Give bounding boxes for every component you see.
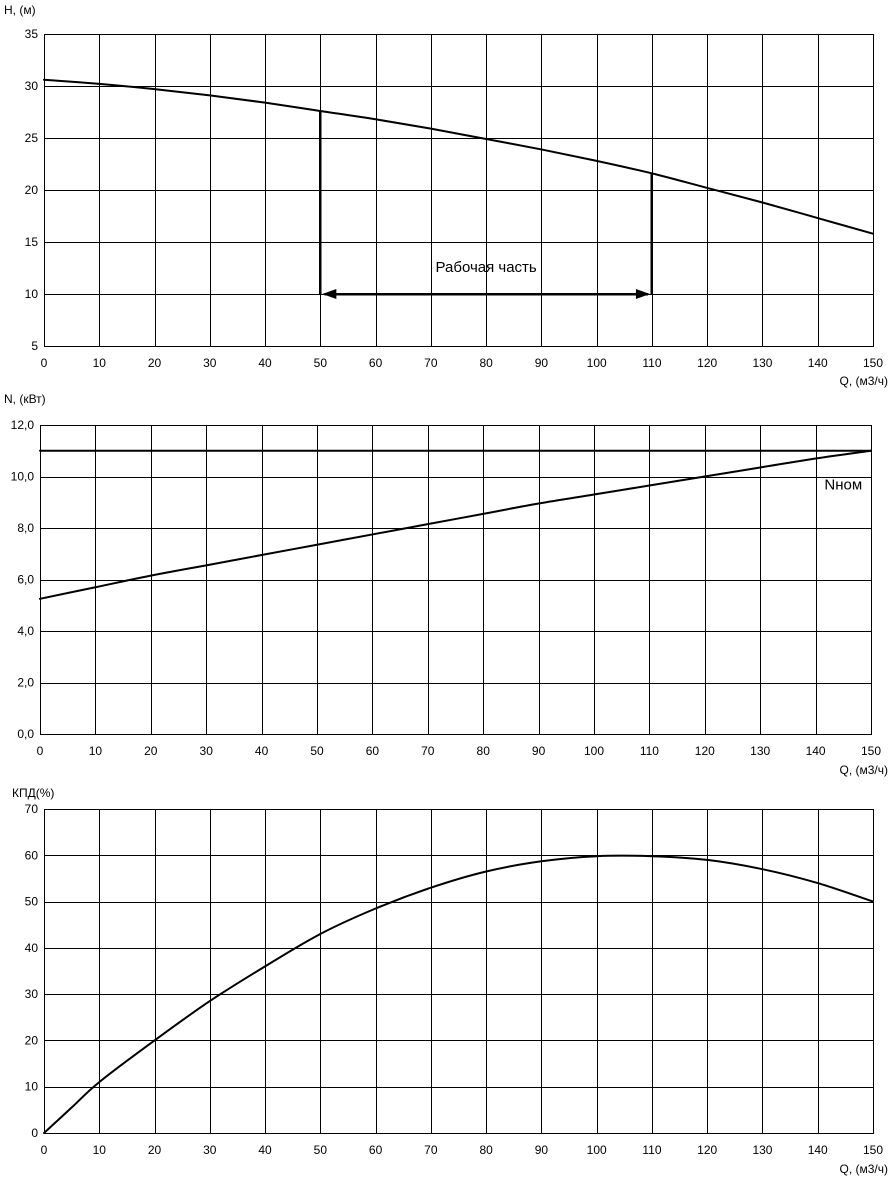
power-chart: 0 10 20 30 40 50 60 70 80 90 100 110 120 130 140 150 0,0…	[4, 392, 888, 777]
x-tick-label: 70	[424, 356, 438, 370]
x-tick-label: 50	[314, 356, 328, 370]
x-tick-label: 30	[200, 744, 214, 758]
x-tick-label: 40	[258, 356, 272, 370]
annotation-label: Nном	[824, 476, 862, 493]
x-tick-label: 10	[89, 744, 103, 758]
x-tick-label: 150	[861, 744, 881, 758]
y-axis-label: N, (кВт)	[4, 392, 46, 406]
x-tick-label: 0	[37, 744, 44, 758]
y-tick-label: 10	[25, 1080, 39, 1094]
x-tick-label: 10	[93, 356, 107, 370]
x-tick-label: 90	[532, 744, 546, 758]
x-tick-label: 30	[203, 356, 217, 370]
x-tick-label: 140	[808, 1143, 828, 1157]
y-tick-label: 0	[31, 1126, 38, 1140]
x-tick-label: 90	[535, 1143, 549, 1157]
y-tick-label: 60	[25, 848, 39, 862]
x-tick-label: 0	[41, 356, 48, 370]
x-axis-label: Q, (м3/ч)	[839, 763, 888, 777]
x-tick-label: 20	[148, 356, 162, 370]
x-tick-label: 130	[752, 1143, 772, 1157]
working-range-arrowhead-left	[322, 289, 337, 299]
x-tick-label: 20	[144, 744, 158, 758]
x-tick-label: 50	[314, 1143, 328, 1157]
y-tick-label: 5	[31, 339, 38, 353]
plot-frame	[44, 809, 874, 1134]
x-tick-label: 120	[697, 356, 717, 370]
y-tick-label: 6,0	[17, 573, 34, 587]
x-tick-label: 50	[310, 744, 324, 758]
x-tick-label: 130	[752, 356, 772, 370]
y-tick-label: 15	[25, 235, 39, 249]
x-tick-label: 150	[863, 1143, 883, 1157]
y-tick-label: 8,0	[17, 521, 34, 535]
y-tick-label: 40	[25, 941, 39, 955]
y-axis-label: КПД(%)	[12, 786, 54, 800]
x-tick-label: 40	[255, 744, 269, 758]
series-line-efficiency	[43, 854, 874, 1134]
x-tick-label: 110	[642, 1143, 661, 1157]
x-tick-label: 110	[640, 744, 659, 758]
y-tick-label: 50	[25, 895, 39, 909]
x-tick-label: 80	[479, 356, 493, 370]
head-chart: 0 10 20 30 40 50 60 70 80 90 100 110 120 130 140 150 5 10…	[4, 3, 888, 388]
y-axis-label: H, (м)	[4, 3, 36, 17]
y-tick-label: 12,0	[11, 418, 35, 432]
y-tick-label: 4,0	[17, 624, 34, 638]
y-tick-label: 10,0	[11, 470, 35, 484]
x-tick-label: 70	[421, 744, 435, 758]
x-tick-label: 60	[369, 1143, 383, 1157]
x-axis-label: Q, (м3/ч)	[839, 1162, 888, 1176]
x-tick-label: 140	[806, 744, 826, 758]
y-tick-label: 35	[25, 27, 39, 41]
x-tick-label: 70	[424, 1143, 438, 1157]
series-line-head	[43, 78, 874, 235]
y-tick-label: 2,0	[17, 676, 34, 690]
x-tick-label: 120	[697, 1143, 717, 1157]
y-tick-label: 70	[25, 802, 39, 816]
x-tick-label: 130	[750, 744, 770, 758]
x-tick-label: 150	[863, 356, 883, 370]
y-tick-label: 30	[25, 79, 39, 93]
x-tick-label: 90	[535, 356, 549, 370]
series-line-power	[39, 449, 872, 600]
x-tick-label: 20	[148, 1143, 162, 1157]
x-tick-label: 140	[808, 356, 828, 370]
y-tick-label: 25	[25, 131, 39, 145]
working-range-arrowhead-right	[635, 289, 650, 299]
y-tick-label: 20	[25, 1033, 39, 1047]
x-tick-label: 10	[93, 1143, 107, 1157]
x-tick-label: 80	[477, 744, 491, 758]
x-tick-label: 30	[203, 1143, 217, 1157]
y-tick-label: 30	[25, 987, 39, 1001]
working-range-label: Рабочая часть	[436, 259, 537, 276]
efficiency-chart: 0 10 20 30 40 50 60 70 80 90 100 110 120 130 140 150 0 10…	[12, 786, 888, 1176]
x-tick-label: 110	[642, 356, 661, 370]
x-tick-label: 100	[584, 744, 604, 758]
y-tick-label: 0,0	[17, 727, 34, 741]
x-tick-label: 60	[366, 744, 380, 758]
y-tick-label: 10	[25, 287, 39, 301]
x-tick-label: 100	[587, 356, 607, 370]
x-tick-label: 0	[41, 1143, 48, 1157]
plot-frame	[44, 34, 874, 347]
x-tick-label: 40	[258, 1143, 272, 1157]
x-tick-label: 80	[479, 1143, 493, 1157]
x-tick-label: 100	[587, 1143, 607, 1157]
y-tick-label: 20	[25, 183, 39, 197]
plot-frame	[40, 425, 872, 735]
x-tick-label: 60	[369, 356, 383, 370]
x-axis-label: Q, (м3/ч)	[839, 374, 888, 388]
x-tick-label: 120	[695, 744, 715, 758]
